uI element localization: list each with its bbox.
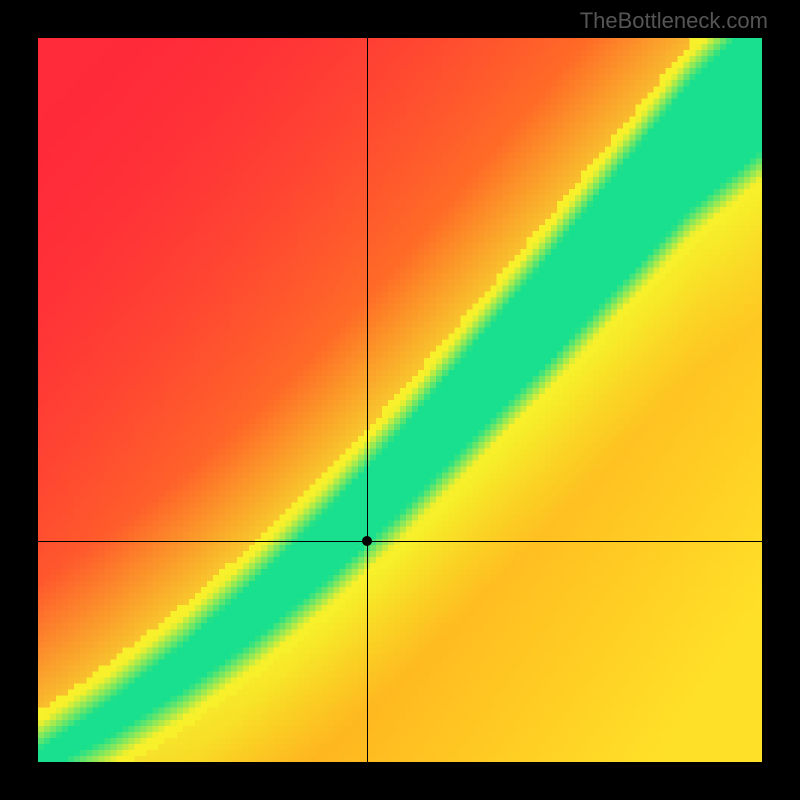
crosshair-horizontal xyxy=(38,541,762,542)
crosshair-vertical xyxy=(367,38,368,762)
bottleneck-marker xyxy=(362,536,372,546)
watermark-text: TheBottleneck.com xyxy=(580,8,768,34)
heatmap-plot-area xyxy=(38,38,762,762)
heatmap-canvas xyxy=(38,38,762,762)
